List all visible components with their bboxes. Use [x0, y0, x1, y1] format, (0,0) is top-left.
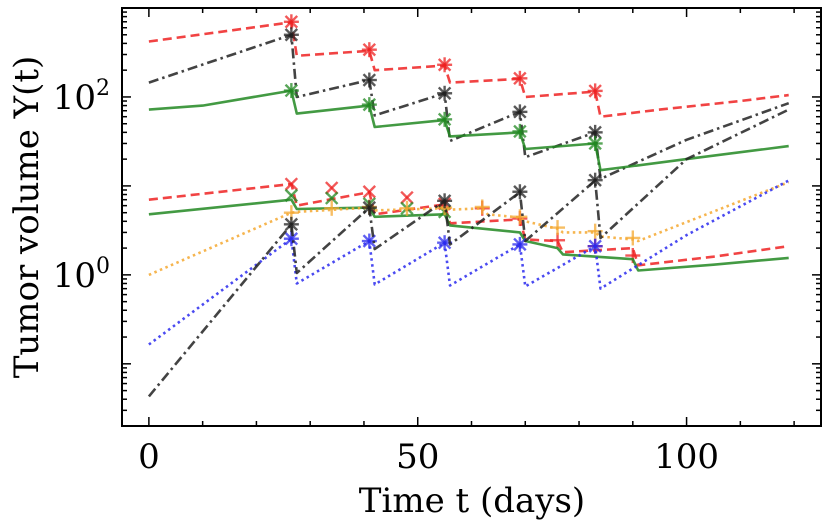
series-9-marker-4	[512, 184, 528, 200]
x-tick-label: 50	[396, 437, 439, 477]
series-3-marker-1	[283, 83, 299, 99]
series-7-marker-7	[512, 209, 528, 225]
series-1-marker-1	[283, 14, 299, 30]
series-9-marker-5	[587, 172, 603, 188]
series-3-marker-4	[512, 123, 528, 139]
series-7-marker-8	[550, 220, 566, 236]
series-3-marker-5	[587, 135, 603, 151]
series-line-2	[148, 33, 790, 181]
series-4-marker-3	[362, 185, 377, 199]
series-4-marker-1	[284, 177, 299, 191]
y-tick-label: 102	[53, 76, 110, 118]
series-5-marker-3	[550, 232, 566, 248]
series-2-marker-5	[587, 124, 603, 140]
series-6-marker-2	[325, 191, 339, 205]
series-line-8	[148, 179, 790, 346]
series-1-marker-3	[437, 57, 453, 73]
series-1-marker-2	[361, 42, 377, 58]
plot-frame	[121, 7, 822, 427]
plot-area	[147, 14, 790, 398]
y-axis-label: Tumor volume Y(t)	[7, 56, 47, 379]
series-6-marker-1	[284, 188, 299, 203]
series-1-marker-5	[587, 83, 603, 99]
series-line-9	[147, 108, 790, 398]
axis-ticks	[122, 7, 821, 427]
series-line-1	[148, 21, 789, 118]
x-tick-label: 0	[138, 437, 160, 477]
series-8-marker-5	[587, 238, 603, 254]
series-3-marker-2	[361, 97, 377, 113]
series-line-4	[148, 182, 789, 267]
series-7-marker-2	[324, 200, 340, 216]
series-8-marker-4	[512, 236, 528, 252]
x-axis-label: Time t (days)	[359, 481, 585, 521]
tick-labels: 0 50 100 100 102	[53, 76, 719, 477]
series-9-marker-1	[283, 216, 299, 232]
y-tick-label: 100	[53, 254, 110, 296]
series-2-marker-1	[283, 27, 299, 43]
series-7-marker-4	[399, 200, 415, 216]
series-2-marker-3	[437, 85, 453, 101]
series-9-marker-2	[361, 200, 377, 216]
series-9-marker-3	[437, 193, 453, 209]
series-3-marker-3	[437, 111, 453, 127]
series-line-3	[148, 89, 789, 172]
series-1-marker-4	[512, 70, 528, 86]
series-7-marker-6	[474, 199, 490, 215]
series-4-marker-2	[325, 181, 339, 195]
x-tick-label: 100	[654, 437, 719, 477]
series-7-marker-10	[625, 230, 641, 246]
series-2-marker-4	[512, 104, 528, 120]
series-4-marker-4	[400, 190, 414, 205]
series-2-marker-2	[361, 72, 377, 88]
